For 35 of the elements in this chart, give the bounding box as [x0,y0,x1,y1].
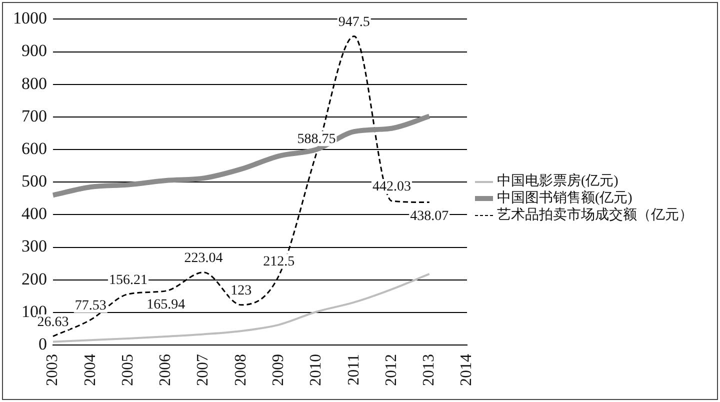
x-tick-label: 2009 [270,354,288,386]
y-tick-label: 1000 [13,8,47,28]
legend-label: 中国电影票房(亿元) [497,173,618,190]
x-tick-label: 2010 [308,354,325,386]
data-label: 588.75 [297,132,336,147]
data-label: 438.07 [410,208,449,224]
x-tick-label: 2013 [420,354,438,386]
y-tick-label: 300 [22,236,47,256]
y-tick-label: 0 [38,334,47,354]
x-tick-label: 2014 [458,354,476,386]
y-tick-label: 600 [22,138,47,158]
x-tick-label: 2011 [345,354,362,386]
data-label: 123 [230,284,252,299]
x-tick-label: 2003 [44,354,62,386]
data-label: 442.03 [372,180,411,195]
y-tick-label: 400 [22,204,47,224]
data-label: 165.94 [146,298,186,313]
y-tick-label: 200 [22,269,47,288]
x-tick-label: 2005 [119,354,136,386]
data-label: 212.5 [263,254,295,270]
data-label: 156.21 [109,272,148,288]
x-tick-label: 2008 [232,354,250,386]
legend-label: 中国图书销售额(亿元) [497,190,632,207]
y-tick-label: 700 [22,106,47,126]
x-tick-label: 2006 [157,354,174,386]
x-tick-label: 2004 [82,354,99,386]
x-tick-label: 2007 [194,354,212,386]
data-label: 223.04 [184,251,223,266]
data-label: 77.53 [74,298,106,314]
x-tick-label: 2012 [382,354,400,386]
y-tick-label: 800 [22,74,47,93]
y-tick-label: 500 [22,172,47,191]
legend-label: 艺术品拍卖市场成交额（亿元） [497,207,693,224]
data-label: 947.5 [338,14,370,30]
y-tick-label: 900 [22,41,47,60]
